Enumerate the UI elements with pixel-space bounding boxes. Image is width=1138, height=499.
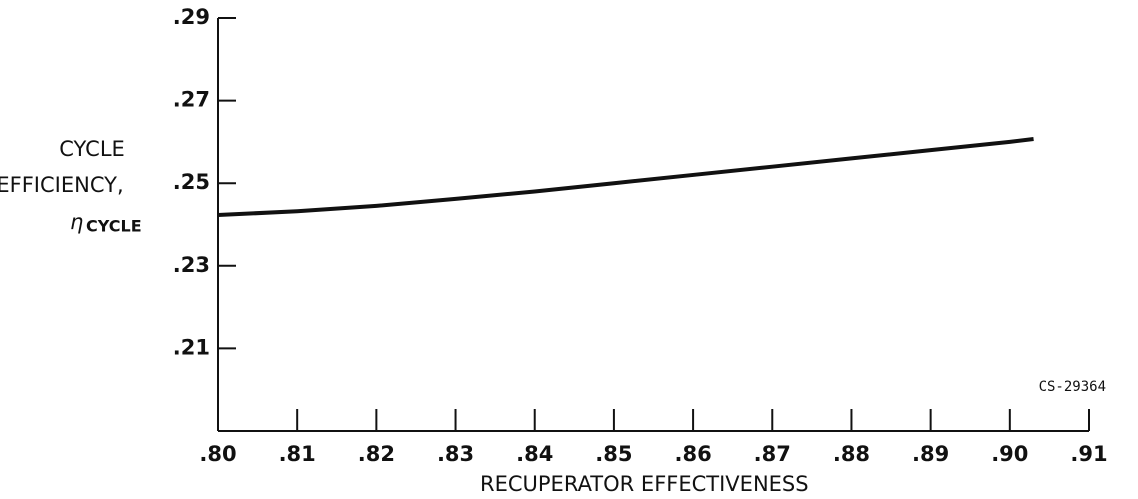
y-axis-label: EFFICIENCY,: [0, 173, 124, 197]
x-tick-label: .82: [358, 442, 395, 466]
line: [217, 137, 1034, 217]
x-tick-label: .88: [833, 442, 870, 466]
x-tick-label: .81: [279, 442, 316, 466]
x-tick-label: .80: [199, 442, 236, 466]
annotation: CS-29364: [1039, 379, 1106, 395]
y-axis-subscript: CYCLE: [86, 217, 142, 236]
x-tick-label: .83: [437, 442, 474, 466]
x-tick-label: .91: [1070, 442, 1107, 466]
y-tick-label: .27: [173, 88, 210, 112]
x-tick-label: .86: [674, 442, 711, 466]
y-axis-symbol: η: [70, 210, 83, 234]
y-tick-label: .25: [173, 170, 210, 194]
x-tick-label: .84: [516, 442, 553, 466]
x-axis-label: RECUPERATOR EFFECTIVENESS: [480, 472, 809, 496]
x-tick-label: .85: [595, 442, 632, 466]
y-tick-label: .29: [173, 5, 210, 29]
y-tick-label: .21: [173, 335, 210, 359]
y-tick-label: .23: [173, 253, 210, 277]
y-axis-label: CYCLE: [59, 137, 125, 161]
x-tick-label: .87: [754, 442, 791, 466]
x-tick-label: .90: [991, 442, 1028, 466]
x-tick-label: .89: [912, 442, 949, 466]
